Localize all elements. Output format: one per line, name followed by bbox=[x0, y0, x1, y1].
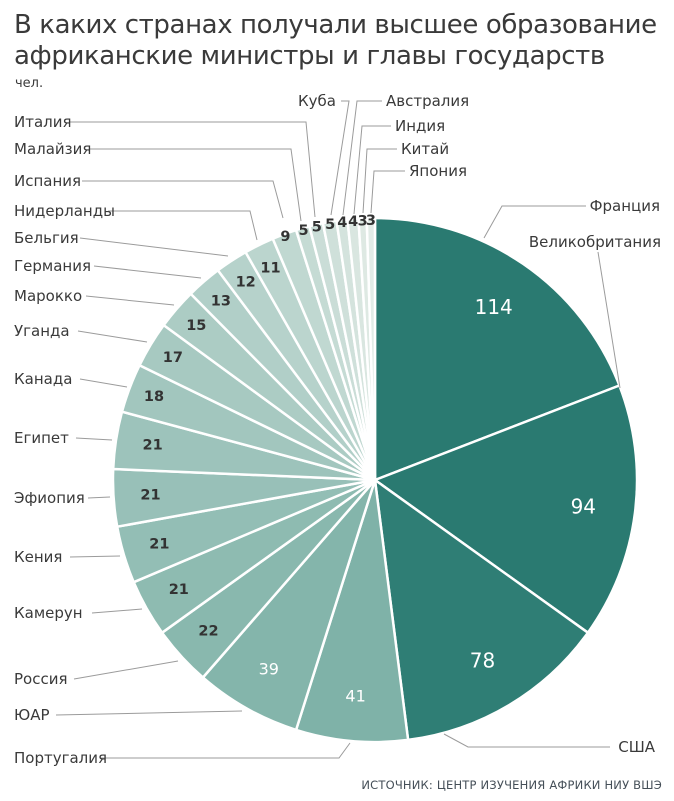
slice-label-13: Германия bbox=[14, 257, 91, 275]
slice-value-6: 21 bbox=[169, 582, 189, 598]
leader-line-5 bbox=[73, 660, 179, 680]
slice-value-5: 22 bbox=[198, 623, 218, 639]
slice-label-8: Эфиопия bbox=[14, 489, 85, 507]
slice-label-18: Италия bbox=[14, 113, 72, 131]
slice-value-19: 5 bbox=[325, 217, 335, 233]
leader-line-17 bbox=[90, 148, 302, 222]
leader-line-8 bbox=[87, 496, 111, 499]
leader-line-12 bbox=[85, 295, 175, 306]
slice-value-21: 4 bbox=[348, 214, 358, 230]
slice-value-2: 78 bbox=[470, 648, 495, 672]
slice-label-20: Австралия bbox=[386, 92, 469, 110]
slice-value-14: 12 bbox=[236, 275, 256, 291]
leader-line-9 bbox=[75, 437, 113, 441]
slice-label-0: Франция bbox=[590, 197, 660, 215]
slice-label-6: Камерун bbox=[14, 604, 83, 622]
slice-label-2: США bbox=[618, 738, 656, 756]
slice-value-17: 5 bbox=[299, 223, 309, 239]
pie-slice-2 bbox=[373, 478, 590, 742]
chart-title-line2: африканские министры и главы государств bbox=[14, 41, 605, 72]
slice-value-16: 9 bbox=[280, 229, 290, 245]
pie-slice-3 bbox=[294, 478, 410, 744]
leader-line-16 bbox=[82, 180, 284, 219]
slice-label-17: Малайзия bbox=[14, 140, 91, 158]
pie-slice-0 bbox=[373, 216, 621, 482]
leader-line-15 bbox=[108, 210, 258, 241]
slice-label-23: Япония bbox=[409, 162, 467, 180]
chart-title-line1: В каких странах получали высшее образова… bbox=[14, 10, 657, 40]
slice-value-0: 114 bbox=[475, 295, 513, 319]
slice-label-19: Куба bbox=[298, 92, 336, 110]
slice-value-12: 15 bbox=[186, 318, 206, 334]
pie-slice-23 bbox=[365, 216, 377, 482]
slice-value-15: 11 bbox=[260, 260, 280, 276]
slice-value-11: 17 bbox=[163, 350, 183, 366]
leader-line-1 bbox=[597, 251, 621, 389]
slice-value-3: 41 bbox=[345, 687, 365, 706]
leader-line-10 bbox=[79, 378, 128, 388]
slice-label-11: Уганда bbox=[14, 322, 70, 340]
leader-line-13 bbox=[93, 265, 202, 279]
leader-line-0 bbox=[483, 205, 586, 239]
leader-line-22 bbox=[362, 148, 397, 214]
slice-label-12: Марокко bbox=[14, 287, 82, 305]
slice-label-10: Канада bbox=[14, 370, 72, 388]
leader-line-3 bbox=[100, 742, 351, 759]
leader-line-23 bbox=[370, 170, 405, 214]
chart-title: В каких странах получали высшее образова… bbox=[14, 10, 657, 72]
slice-label-16: Испания bbox=[14, 172, 81, 190]
slice-value-18: 5 bbox=[312, 220, 322, 236]
slice-value-9: 21 bbox=[143, 438, 163, 454]
source-credit: ИСТОЧНИК: ЦЕНТР ИЗУЧЕНИЯ АФРИКИ НИУ ВШЭ bbox=[361, 778, 662, 792]
slice-value-1: 94 bbox=[571, 495, 596, 519]
slice-value-23: 3 bbox=[366, 213, 376, 229]
slice-label-5: Россия bbox=[14, 670, 68, 688]
leader-line-4 bbox=[55, 710, 243, 716]
slice-label-7: Кения bbox=[14, 548, 62, 566]
leader-line-21 bbox=[353, 125, 391, 215]
slice-label-9: Египет bbox=[14, 429, 69, 447]
slice-value-20: 4 bbox=[337, 215, 347, 231]
slice-value-10: 18 bbox=[144, 389, 164, 405]
slice-label-22: Китай bbox=[401, 140, 449, 158]
slice-label-15: Нидерланды bbox=[14, 202, 115, 220]
slice-label-21: Индия bbox=[395, 117, 445, 135]
slice-value-7: 21 bbox=[149, 536, 169, 552]
slice-label-1: Великобритания bbox=[529, 233, 661, 251]
leader-line-11 bbox=[77, 330, 148, 343]
pie-slice-1 bbox=[373, 384, 639, 634]
slice-label-14: Бельгия bbox=[14, 229, 79, 247]
unit-label: чел. bbox=[15, 76, 44, 91]
leader-line-20 bbox=[342, 100, 382, 216]
leader-line-6 bbox=[91, 608, 143, 614]
slice-label-4: ЮАР bbox=[14, 706, 50, 724]
leader-line-7 bbox=[69, 555, 121, 558]
slice-value-4: 39 bbox=[259, 660, 279, 679]
leader-line-14 bbox=[79, 237, 229, 257]
leader-line-18 bbox=[70, 121, 316, 218]
slice-value-8: 21 bbox=[140, 487, 160, 503]
slice-value-22: 3 bbox=[358, 213, 368, 229]
slice-label-3: Португалия bbox=[14, 749, 107, 767]
leader-line-2 bbox=[443, 733, 610, 748]
slice-value-13: 13 bbox=[211, 293, 231, 309]
leader-line-19 bbox=[330, 100, 350, 216]
